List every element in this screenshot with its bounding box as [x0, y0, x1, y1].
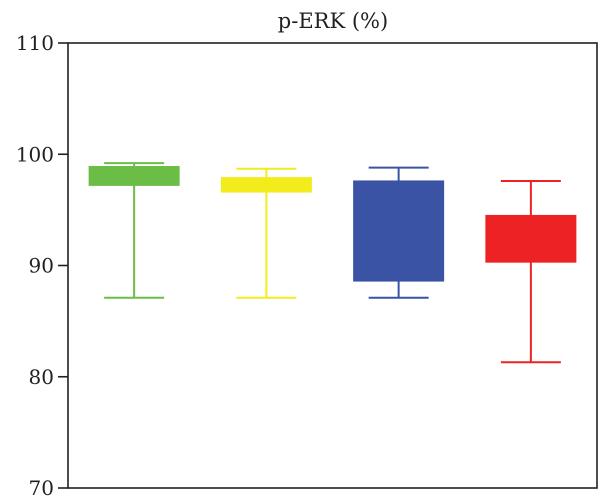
y-tick-label: 110	[16, 31, 54, 55]
box-1	[88, 162, 180, 299]
y-tick-label: 100	[16, 142, 54, 166]
boxes	[88, 162, 577, 364]
iqr-box	[353, 180, 445, 282]
y-tick-label: 80	[29, 365, 54, 389]
box-4	[485, 179, 577, 364]
iqr-box	[485, 214, 577, 263]
box-3	[353, 166, 445, 299]
y-tick-label: 70	[29, 476, 54, 500]
iqr-box	[88, 165, 180, 186]
plot-area	[67, 42, 598, 489]
plot-frame	[67, 42, 598, 489]
iqr-box	[220, 177, 312, 193]
y-axis: 70 80 90 100 110	[16, 31, 68, 500]
box-2	[220, 167, 312, 299]
chart-title: p-ERK (%)	[278, 9, 388, 33]
y-tick-label: 90	[29, 254, 54, 278]
